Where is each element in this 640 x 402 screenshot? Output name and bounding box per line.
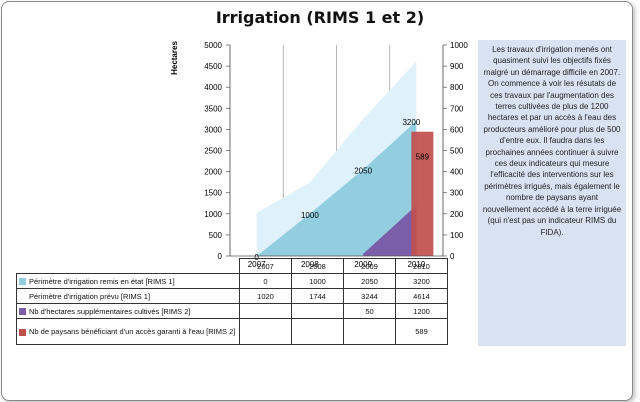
y-tick-label: 5000	[204, 41, 222, 50]
data-label-rehab: 2050	[354, 166, 372, 175]
y2-tick-label: 900	[450, 62, 464, 71]
y-tick-label: 4500	[204, 62, 222, 71]
bar-farmers-access	[411, 131, 434, 256]
y2-tick-label: 300	[450, 189, 464, 198]
table-cell: 0	[239, 273, 292, 289]
table-row-label: Périmètre d'irrigation remis en état [RI…	[16, 273, 240, 289]
table-cell: 4614	[395, 288, 448, 304]
y-tick-label: 2000	[204, 168, 222, 177]
legend-swatch	[19, 308, 26, 316]
y2-tick-label: 700	[450, 104, 464, 113]
table-cell: 50	[343, 303, 396, 319]
table-cell: 3244	[343, 288, 396, 304]
data-label-rehab: 1000	[301, 211, 319, 220]
table-cell	[239, 318, 292, 345]
y2-tick-label: 800	[450, 83, 464, 92]
y2-tick-label: 200	[450, 210, 464, 219]
table-header-cell: 2010	[395, 258, 448, 274]
y-tick-label: 3500	[204, 104, 222, 113]
y-tick-label: 1500	[204, 189, 222, 198]
data-table: 2007 2008 2009 2010 Périmètre d'irrigation r…	[16, 258, 448, 345]
y2-tick-label: 400	[450, 168, 464, 177]
table-cell: 1000	[291, 273, 344, 289]
data-label-rehab: 3200	[402, 118, 420, 127]
area-extra-hectares	[363, 205, 417, 256]
table-cell: 589	[395, 318, 448, 345]
table-cell: 2050	[343, 273, 396, 289]
table-header-cell: 2009	[343, 258, 396, 274]
table-cell	[239, 303, 292, 319]
y2-tick-label: 1000	[450, 41, 468, 50]
table-cell	[291, 318, 344, 345]
table-cell: 1744	[291, 288, 344, 304]
table-cell	[343, 318, 396, 345]
y2-tick-label: 600	[450, 125, 464, 134]
table-row-label: Nb d'hectares supplémentaires cultivés […	[16, 303, 240, 319]
table-cell: 3200	[395, 273, 448, 289]
y2-tick-label: 500	[450, 147, 464, 156]
table-header-row: 2007 2008 2009 2010	[17, 258, 448, 274]
legend-swatch	[19, 328, 26, 336]
y-axis-title: Hectares	[170, 41, 179, 75]
y-tick-label: 2500	[204, 147, 222, 156]
data-label-farmers: 589	[416, 153, 430, 162]
table-row: Périmètre d'irrigation prévu [RIMS 1] 102…	[16, 288, 448, 304]
y-tick-label: 0	[218, 252, 223, 261]
table-header-cell: 2008	[291, 258, 344, 274]
y-tick-label: 1000	[204, 210, 222, 219]
table-row: Nb de paysans bénéficiant d'un accès gar…	[16, 318, 448, 345]
table-cell: 1020	[239, 288, 292, 304]
table-header-cell: 2007	[239, 258, 292, 274]
table-corner	[17, 259, 240, 274]
table-row: Nb d'hectares supplémentaires cultivés […	[16, 303, 448, 319]
y2-tick-label: 0	[450, 252, 455, 261]
legend-swatch	[19, 278, 26, 286]
y-tick-label: 500	[209, 231, 223, 240]
y-tick-label: 3000	[204, 125, 222, 134]
table-row-label: Périmètre d'irrigation prévu [RIMS 1]	[16, 288, 240, 304]
commentary-text: Les travaux d'irrigation menés ont quasi…	[478, 40, 626, 346]
y2-tick-label: 100	[450, 231, 464, 240]
chart-title: Irrigation (RIMS 1 et 2)	[215, 8, 425, 27]
table-row: Périmètre d'irrigation remis en état [RI…	[16, 273, 448, 289]
area-rehabilitated-perimeter	[256, 120, 417, 257]
table-cell	[291, 303, 344, 319]
table-row-label: Nb de paysans bénéficiant d'un accès gar…	[16, 318, 240, 345]
data-label-rehab: 0	[254, 253, 259, 262]
y-tick-label: 4000	[204, 83, 222, 92]
table-cell: 1200	[395, 303, 448, 319]
